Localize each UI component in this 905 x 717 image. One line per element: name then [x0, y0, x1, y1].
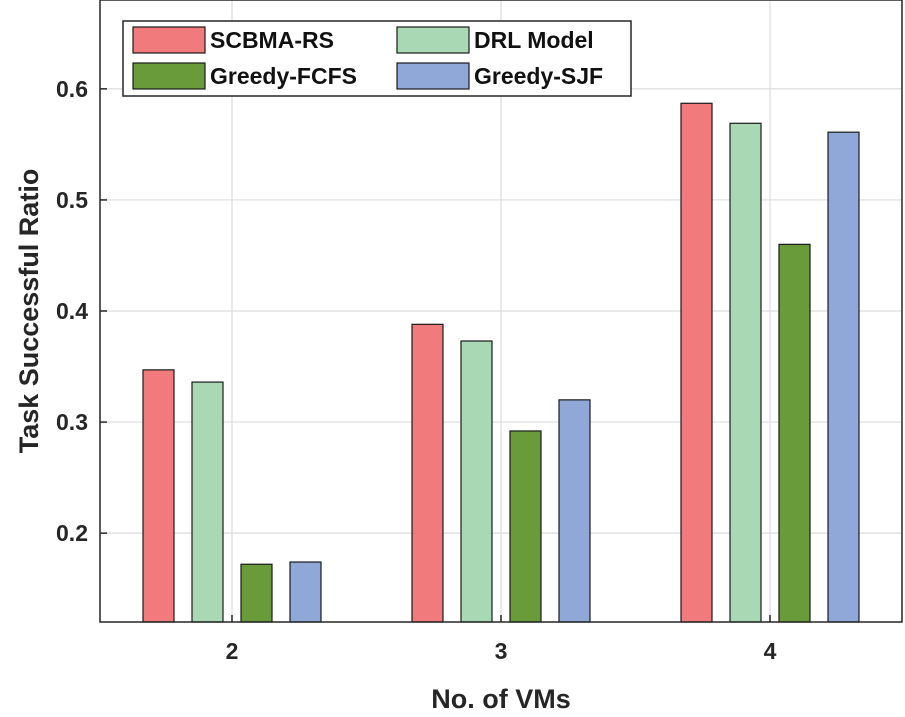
bar-greedy-fcfs-2 [240, 563, 273, 623]
x-tick-label: 2 [226, 638, 239, 664]
bar-scbma-rs-2 [142, 369, 175, 623]
grid-lines [100, 0, 902, 622]
legend-swatch [396, 62, 470, 90]
bar-greedy-fcfs-3 [509, 430, 542, 623]
bars [142, 102, 860, 623]
y-tick-label: 0.4 [56, 298, 88, 324]
y-axis-ticks: 0.2 0.3 0.4 0.5 0.6 [56, 76, 107, 546]
legend-box [122, 20, 632, 97]
y-tick-label: 0.2 [56, 520, 88, 546]
bar-drl-model-4 [729, 122, 762, 623]
bar-greedy-sjf-2 [289, 561, 322, 623]
bar-greedy-sjf-3 [558, 399, 591, 623]
bar-scbma-rs-4 [680, 102, 713, 623]
x-tick-label: 4 [764, 638, 777, 664]
bar-drl-model-2 [191, 381, 224, 623]
bar-scbma-rs-3 [411, 323, 444, 623]
legend-label: Greedy-FCFS [210, 63, 357, 89]
legend-label: Greedy-SJF [474, 63, 603, 89]
x-tick-label: 3 [495, 638, 508, 664]
x-axis-title: No. of VMs [431, 684, 571, 714]
legend-label: DRL Model [474, 27, 594, 53]
x-axis-ticks: 2 3 4 [226, 615, 777, 664]
bar-greedy-sjf-4 [827, 131, 860, 623]
y-axis-title: Task Successful Ratio [14, 169, 44, 454]
legend-swatch [132, 62, 206, 90]
legend-swatch [132, 26, 206, 54]
y-tick-label: 0.6 [56, 76, 88, 102]
y-tick-label: 0.5 [56, 187, 88, 213]
legend-label: SCBMA-RS [210, 27, 334, 53]
bar-greedy-fcfs-4 [778, 243, 811, 623]
bar-drl-model-3 [460, 340, 493, 623]
y-tick-label: 0.3 [56, 409, 88, 435]
legend: SCBMA-RS DRL Model Greedy-FCFS Greedy-SJF [122, 20, 632, 97]
legend-swatch [396, 26, 470, 54]
